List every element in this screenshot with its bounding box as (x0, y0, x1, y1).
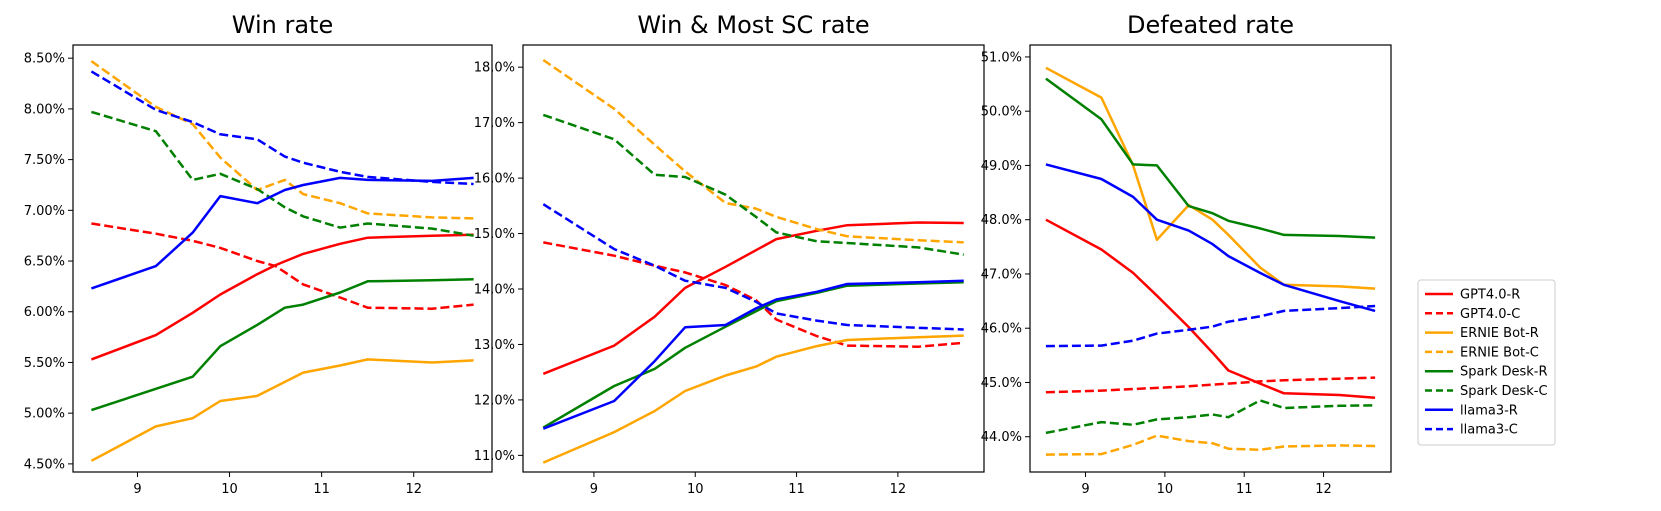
y-tick-label: 12.0% (474, 393, 515, 408)
legend-frame (1417, 279, 1556, 446)
y-tick-label: 16.0% (474, 172, 515, 187)
series-line-gpt4-0-r (1045, 218, 1376, 399)
series-line-gpt4-0-r (90, 233, 474, 361)
series-line-spark-desk-r (91, 278, 474, 412)
plot-frame (72, 44, 493, 473)
y-tick-label: 45.0% (981, 376, 1022, 391)
series-line-gpt4-0-c (1045, 376, 1376, 394)
y-tick-label: 6.50% (24, 255, 65, 270)
chart-panel-2: Win & Most SC rate 9 10 11 12 11.0% 12.0% 13.0%… (474, 11, 985, 497)
chart-panel-1: Win rate 9 10 11 12 4.50% 5.00% 5.50% 6.00% 6.50%… (24, 11, 493, 497)
x-tick-label: 12 (405, 482, 422, 497)
y-tick-label: 15.0% (474, 227, 515, 242)
legend: GPT4.0-R GPT4.0-C ERNIE Bot-R ERNIE Bot-C Sp… (1417, 279, 1556, 446)
series-group (1045, 66, 1376, 456)
series-line-gpt4-0-c (91, 222, 474, 310)
y-tick-label: 48.0% (981, 213, 1022, 228)
x-tick-label: 11 (313, 482, 330, 497)
y-tick-label: 49.0% (981, 159, 1022, 174)
y-tick-label: 8.50% (24, 52, 65, 67)
x-tick-label: 10 (221, 482, 238, 497)
series-line-gpt4-0-c (543, 241, 964, 348)
plot-frame (522, 44, 985, 473)
chart-title: Win & Most SC rate (637, 11, 869, 39)
series-line-spark-desk-r (542, 281, 964, 429)
x-tick-label: 12 (890, 482, 907, 497)
series-line-gpt4-0-r (542, 221, 964, 375)
legend-label: ERNIE Bot-C (1460, 345, 1539, 360)
legend-label: llama3-R (1460, 403, 1518, 418)
series-line-llama3-r (1045, 163, 1376, 313)
series-line-llama3-c (90, 70, 474, 186)
series-line-ernie-bot-r (90, 358, 474, 462)
legend-label: GPT4.0-R (1460, 288, 1520, 303)
legend-label: Spark Desk-R (1460, 365, 1548, 380)
series-line-ernie-bot-c (542, 58, 964, 244)
x-tick-label: 11 (788, 482, 805, 497)
series-line-ernie-bot-c (1045, 434, 1376, 456)
y-tick-label: 5.50% (24, 356, 65, 371)
x-tick-label: 10 (1157, 482, 1174, 497)
x-tick-label: 9 (590, 482, 598, 497)
series-group (90, 60, 474, 462)
y-tick-label: 51.0% (981, 50, 1022, 65)
x-tick-label: 12 (1315, 482, 1332, 497)
series-line-ernie-bot-r (542, 334, 964, 464)
x-tick-label: 9 (1081, 482, 1089, 497)
legend-label: llama3-C (1460, 423, 1518, 438)
y-tick-label: 46.0% (981, 322, 1022, 337)
y-tick-label: 13.0% (474, 338, 515, 353)
y-tick-label: 18.0% (474, 61, 515, 76)
series-line-llama3-c (542, 203, 964, 331)
series-line-ernie-bot-c (90, 60, 474, 220)
legend-label: Spark Desk-C (1460, 384, 1548, 399)
y-tick-label: 47.0% (981, 267, 1022, 282)
plot-frame (1029, 44, 1392, 473)
series-line-ernie-bot-r (1045, 66, 1376, 290)
chart-panels: Win rate 9 10 11 12 4.50% 5.00% 5.50% 6.00% 6.50%… (24, 11, 1392, 497)
y-tick-label: 7.00% (24, 204, 65, 219)
y-tick-label: 4.50% (24, 457, 65, 472)
series-line-spark-desk-c (91, 110, 474, 237)
series-group (542, 58, 964, 464)
chart-title: Defeated rate (1127, 11, 1294, 39)
series-line-llama3-c (1045, 304, 1376, 348)
series-line-spark-desk-r (1045, 77, 1376, 239)
x-tick-label: 10 (687, 482, 704, 497)
y-tick-label: 7.50% (24, 153, 65, 168)
y-tick-label: 6.00% (24, 305, 65, 320)
y-tick-label: 17.0% (474, 116, 515, 131)
legend-label: ERNIE Bot-R (1460, 326, 1539, 341)
y-tick-label: 11.0% (474, 449, 515, 464)
x-tick-label: 9 (133, 482, 141, 497)
legend-label: GPT4.0-C (1460, 307, 1520, 322)
y-tick-label: 5.00% (24, 407, 65, 422)
chart-panel-3: Defeated rate 9 10 11 12 44.0% 45.0% 46.0% 47.0%… (981, 11, 1392, 497)
y-tick-label: 14.0% (474, 283, 515, 298)
y-tick-label: 50.0% (981, 105, 1022, 120)
chart-title: Win rate (232, 11, 333, 39)
y-tick-label: 8.00% (24, 102, 65, 117)
series-line-llama3-r (542, 279, 964, 430)
series-line-spark-desk-c (1045, 399, 1376, 435)
series-line-llama3-r (90, 176, 474, 290)
y-tick-label: 44.0% (981, 430, 1022, 445)
x-tick-label: 11 (1236, 482, 1253, 497)
series-line-spark-desk-c (542, 113, 964, 256)
